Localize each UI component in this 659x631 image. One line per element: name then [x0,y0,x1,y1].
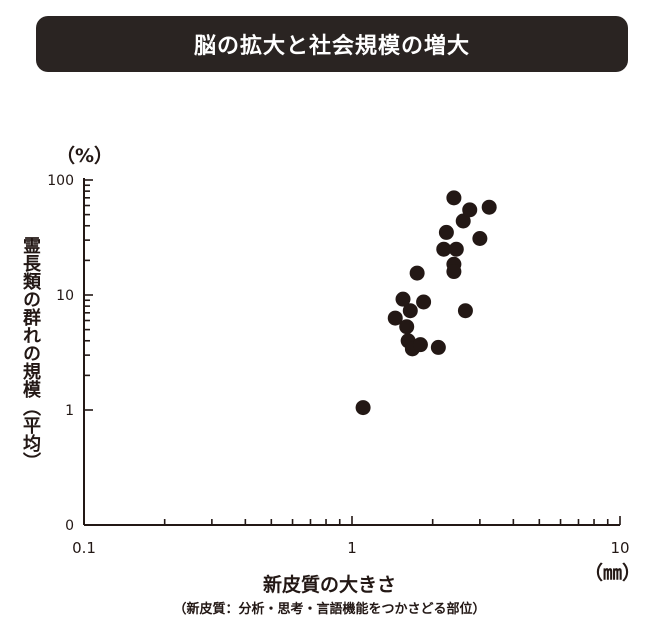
data-point [355,400,371,416]
data-point [462,202,478,218]
x-axis-unit: （㎜） [584,562,642,584]
data-point [412,337,428,353]
data-point [399,319,415,335]
data-point [402,303,418,319]
data-point [438,224,454,240]
data-point [472,230,488,246]
chart-title: 脳の拡大と社会規模の増大 [36,16,628,72]
data-point [446,190,462,206]
y-tick-label: 0 [65,518,74,534]
x-tick-label: 1 [347,539,357,557]
data-point [481,199,497,215]
y-axis-unit: （%） [56,145,114,167]
x-tick-label: 0.1 [72,539,96,557]
data-point [430,339,446,355]
y-tick-label: 10 [56,288,74,304]
data-point [455,213,471,229]
x-tick-label: 10 [610,539,629,557]
data-points [355,190,497,416]
y-tick-label: 100 [47,173,74,189]
data-point [448,241,464,257]
data-point [457,303,473,319]
data-point [387,310,403,326]
x-axis-note: （新皮質：分析・思考・言語機能をつかさどる部位） [173,602,486,617]
y-tick-label: 1 [65,403,74,419]
data-point [395,291,411,307]
data-point [409,265,425,281]
data-point [446,264,462,280]
y-axis-label: 霊長類の群れの規模（平均） [20,236,41,470]
x-axis-label: 新皮質の大きさ [262,574,396,596]
data-point [436,241,452,257]
data-point [416,294,432,310]
